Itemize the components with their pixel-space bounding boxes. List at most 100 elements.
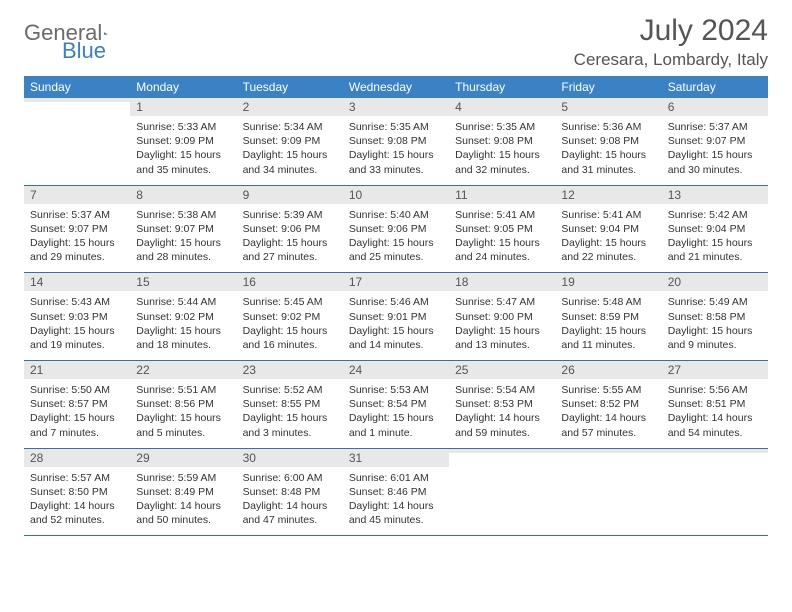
daylight-text: Daylight: 15 hours and 31 minutes. [561,148,655,176]
daylight-text: Daylight: 15 hours and 35 minutes. [136,148,230,176]
day-content: Sunrise: 5:42 AMSunset: 9:04 PMDaylight:… [662,204,768,273]
sunrise-text: Sunrise: 5:38 AM [136,208,230,222]
day-number: 2 [237,98,343,116]
sunset-text: Sunset: 8:51 PM [668,397,762,411]
sunrise-text: Sunrise: 5:39 AM [243,208,337,222]
calendar-cell [662,448,768,536]
day-number: 15 [130,273,236,291]
day-content: Sunrise: 5:38 AMSunset: 9:07 PMDaylight:… [130,204,236,273]
calendar-cell: 21Sunrise: 5:50 AMSunset: 8:57 PMDayligh… [24,361,130,449]
day-number: 28 [24,449,130,467]
day-content [555,453,661,515]
daylight-text: Daylight: 15 hours and 18 minutes. [136,324,230,352]
day-number: 9 [237,186,343,204]
calendar-cell: 3Sunrise: 5:35 AMSunset: 9:08 PMDaylight… [343,98,449,185]
day-content: Sunrise: 5:47 AMSunset: 9:00 PMDaylight:… [449,291,555,360]
calendar-cell: 16Sunrise: 5:45 AMSunset: 9:02 PMDayligh… [237,273,343,361]
day-content: Sunrise: 5:43 AMSunset: 9:03 PMDaylight:… [24,291,130,360]
daylight-text: Daylight: 15 hours and 16 minutes. [243,324,337,352]
daylight-text: Daylight: 14 hours and 59 minutes. [455,411,549,439]
day-content: Sunrise: 5:35 AMSunset: 9:08 PMDaylight:… [449,116,555,185]
calendar-cell: 8Sunrise: 5:38 AMSunset: 9:07 PMDaylight… [130,185,236,273]
sunset-text: Sunset: 9:03 PM [30,310,124,324]
calendar-cell: 27Sunrise: 5:56 AMSunset: 8:51 PMDayligh… [662,361,768,449]
day-header-row: Sunday Monday Tuesday Wednesday Thursday… [24,76,768,98]
calendar-cell: 14Sunrise: 5:43 AMSunset: 9:03 PMDayligh… [24,273,130,361]
daylight-text: Daylight: 15 hours and 27 minutes. [243,236,337,264]
dayhead-sun: Sunday [24,76,130,98]
calendar-cell: 10Sunrise: 5:40 AMSunset: 9:06 PMDayligh… [343,185,449,273]
day-content: Sunrise: 5:41 AMSunset: 9:04 PMDaylight:… [555,204,661,273]
day-number: 26 [555,361,661,379]
calendar-cell: 6Sunrise: 5:37 AMSunset: 9:07 PMDaylight… [662,98,768,185]
calendar-cell: 22Sunrise: 5:51 AMSunset: 8:56 PMDayligh… [130,361,236,449]
dayhead-tue: Tuesday [237,76,343,98]
day-number: 5 [555,98,661,116]
sunset-text: Sunset: 9:08 PM [561,134,655,148]
calendar-cell: 13Sunrise: 5:42 AMSunset: 9:04 PMDayligh… [662,185,768,273]
sunset-text: Sunset: 8:49 PM [136,485,230,499]
sunrise-text: Sunrise: 5:42 AM [668,208,762,222]
sunrise-text: Sunrise: 5:56 AM [668,383,762,397]
calendar-cell: 30Sunrise: 6:00 AMSunset: 8:48 PMDayligh… [237,448,343,536]
daylight-text: Daylight: 14 hours and 57 minutes. [561,411,655,439]
day-number: 13 [662,186,768,204]
calendar-cell: 18Sunrise: 5:47 AMSunset: 9:00 PMDayligh… [449,273,555,361]
day-content: Sunrise: 5:46 AMSunset: 9:01 PMDaylight:… [343,291,449,360]
calendar-cell: 24Sunrise: 5:53 AMSunset: 8:54 PMDayligh… [343,361,449,449]
calendar-row: 21Sunrise: 5:50 AMSunset: 8:57 PMDayligh… [24,361,768,449]
sunrise-text: Sunrise: 5:55 AM [561,383,655,397]
sunset-text: Sunset: 9:09 PM [243,134,337,148]
day-number: 3 [343,98,449,116]
sunrise-text: Sunrise: 5:48 AM [561,295,655,309]
day-content: Sunrise: 5:53 AMSunset: 8:54 PMDaylight:… [343,379,449,448]
day-number: 30 [237,449,343,467]
sunrise-text: Sunrise: 5:54 AM [455,383,549,397]
sunrise-text: Sunrise: 5:47 AM [455,295,549,309]
sunrise-text: Sunrise: 5:37 AM [30,208,124,222]
calendar-cell: 23Sunrise: 5:52 AMSunset: 8:55 PMDayligh… [237,361,343,449]
daylight-text: Daylight: 15 hours and 3 minutes. [243,411,337,439]
sunset-text: Sunset: 8:59 PM [561,310,655,324]
sunset-text: Sunset: 9:02 PM [136,310,230,324]
calendar-cell [449,448,555,536]
calendar-cell: 26Sunrise: 5:55 AMSunset: 8:52 PMDayligh… [555,361,661,449]
day-content [662,453,768,515]
day-number: 25 [449,361,555,379]
calendar-row: 7Sunrise: 5:37 AMSunset: 9:07 PMDaylight… [24,185,768,273]
day-number: 22 [130,361,236,379]
day-number: 31 [343,449,449,467]
daylight-text: Daylight: 14 hours and 54 minutes. [668,411,762,439]
dayhead-thu: Thursday [449,76,555,98]
day-content: Sunrise: 5:41 AMSunset: 9:05 PMDaylight:… [449,204,555,273]
sunset-text: Sunset: 9:04 PM [668,222,762,236]
daylight-text: Daylight: 14 hours and 45 minutes. [349,499,443,527]
daylight-text: Daylight: 15 hours and 1 minute. [349,411,443,439]
sunset-text: Sunset: 8:55 PM [243,397,337,411]
daylight-text: Daylight: 15 hours and 25 minutes. [349,236,443,264]
daylight-text: Daylight: 15 hours and 30 minutes. [668,148,762,176]
day-content: Sunrise: 5:56 AMSunset: 8:51 PMDaylight:… [662,379,768,448]
calendar-row: 1Sunrise: 5:33 AMSunset: 9:09 PMDaylight… [24,98,768,185]
sunset-text: Sunset: 8:50 PM [30,485,124,499]
sunrise-text: Sunrise: 5:44 AM [136,295,230,309]
day-content: Sunrise: 5:37 AMSunset: 9:07 PMDaylight:… [662,116,768,185]
sunrise-text: Sunrise: 5:41 AM [561,208,655,222]
day-content: Sunrise: 5:52 AMSunset: 8:55 PMDaylight:… [237,379,343,448]
logo: General Blue [24,20,128,46]
daylight-text: Daylight: 15 hours and 29 minutes. [30,236,124,264]
logo-text-blue: Blue [62,38,106,64]
day-number: 29 [130,449,236,467]
day-number: 6 [662,98,768,116]
sunrise-text: Sunrise: 5:41 AM [455,208,549,222]
day-number: 1 [130,98,236,116]
sunset-text: Sunset: 8:57 PM [30,397,124,411]
day-number: 10 [343,186,449,204]
dayhead-sat: Saturday [662,76,768,98]
day-content [24,102,130,164]
day-number: 21 [24,361,130,379]
day-content: Sunrise: 5:48 AMSunset: 8:59 PMDaylight:… [555,291,661,360]
day-number: 14 [24,273,130,291]
day-number: 18 [449,273,555,291]
calendar-cell: 17Sunrise: 5:46 AMSunset: 9:01 PMDayligh… [343,273,449,361]
